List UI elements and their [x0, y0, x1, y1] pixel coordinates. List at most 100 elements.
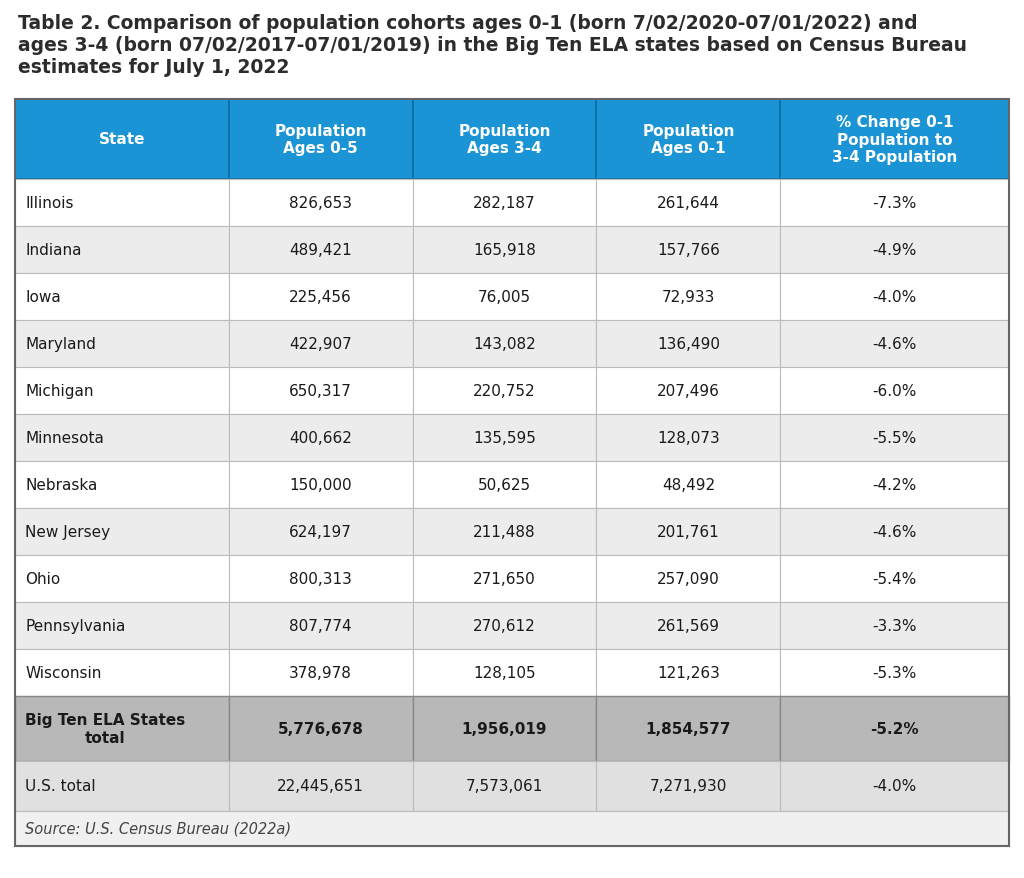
Text: -3.3%: -3.3%	[872, 618, 916, 633]
Text: 7,271,930: 7,271,930	[650, 779, 727, 794]
Text: -4.2%: -4.2%	[872, 478, 916, 493]
Bar	[413, 368, 597, 414]
Bar	[413, 602, 597, 649]
Text: -4.9%: -4.9%	[872, 242, 916, 258]
Text: Indiana: Indiana	[25, 242, 82, 258]
Text: -5.3%: -5.3%	[872, 666, 916, 680]
Text: 121,263: 121,263	[657, 666, 720, 680]
Text: -5.4%: -5.4%	[872, 572, 916, 587]
Text: 807,774: 807,774	[290, 618, 352, 633]
Bar	[228, 180, 413, 227]
Bar	[597, 761, 780, 811]
Text: Big Ten ELA States
total: Big Ten ELA States total	[25, 712, 185, 745]
Bar	[413, 508, 597, 556]
Bar	[413, 320, 597, 368]
Text: 5,776,678: 5,776,678	[278, 721, 364, 736]
Bar	[597, 462, 780, 508]
Bar	[228, 508, 413, 556]
Bar	[413, 556, 597, 602]
Bar	[228, 274, 413, 320]
Bar	[597, 320, 780, 368]
Text: Ohio: Ohio	[25, 572, 60, 587]
Text: 270,612: 270,612	[473, 618, 536, 633]
Text: 826,653: 826,653	[289, 196, 352, 211]
Bar	[228, 761, 413, 811]
Bar	[228, 556, 413, 602]
Bar	[780, 274, 1009, 320]
Text: -4.0%: -4.0%	[872, 779, 916, 794]
Text: Table 2. Comparison of population cohorts ages 0-1 (born 7/02/2020-07/01/2022) a: Table 2. Comparison of population cohort…	[18, 14, 918, 33]
Text: 261,644: 261,644	[657, 196, 720, 211]
Text: 128,105: 128,105	[473, 666, 536, 680]
Bar	[15, 649, 228, 696]
Text: % Change 0-1
Population to
3-4 Population: % Change 0-1 Population to 3-4 Populatio…	[833, 115, 957, 165]
Text: 150,000: 150,000	[290, 478, 352, 493]
Text: Population
Ages 0-1: Population Ages 0-1	[642, 124, 734, 156]
Text: 157,766: 157,766	[657, 242, 720, 258]
Text: Illinois: Illinois	[25, 196, 74, 211]
Text: Michigan: Michigan	[25, 384, 93, 399]
Text: Nebraska: Nebraska	[25, 478, 97, 493]
Text: -4.0%: -4.0%	[872, 290, 916, 305]
Text: 220,752: 220,752	[473, 384, 536, 399]
Text: 7,573,061: 7,573,061	[466, 779, 544, 794]
Text: 165,918: 165,918	[473, 242, 536, 258]
Bar	[597, 696, 780, 761]
Text: 257,090: 257,090	[657, 572, 720, 587]
Text: 48,492: 48,492	[662, 478, 715, 493]
Bar	[597, 274, 780, 320]
Text: -6.0%: -6.0%	[872, 384, 916, 399]
Text: 76,005: 76,005	[478, 290, 531, 305]
Bar	[15, 414, 228, 462]
Bar	[15, 100, 1009, 846]
Text: 201,761: 201,761	[657, 524, 720, 539]
Text: 22,445,651: 22,445,651	[278, 779, 365, 794]
Text: 624,197: 624,197	[289, 524, 352, 539]
Text: 271,650: 271,650	[473, 572, 536, 587]
Text: -5.5%: -5.5%	[872, 430, 916, 445]
Text: 650,317: 650,317	[289, 384, 352, 399]
Bar	[597, 508, 780, 556]
Bar	[413, 696, 597, 761]
Text: 72,933: 72,933	[662, 290, 715, 305]
Bar	[15, 602, 228, 649]
Text: -4.6%: -4.6%	[872, 524, 916, 539]
Bar	[228, 462, 413, 508]
Text: Population
Ages 3-4: Population Ages 3-4	[459, 124, 551, 156]
Text: Maryland: Maryland	[25, 336, 96, 351]
Bar	[780, 320, 1009, 368]
Bar	[228, 320, 413, 368]
Bar	[228, 649, 413, 696]
Bar	[780, 462, 1009, 508]
Bar	[228, 696, 413, 761]
Text: U.S. total: U.S. total	[25, 779, 95, 794]
Text: -4.6%: -4.6%	[872, 336, 916, 351]
Bar	[780, 696, 1009, 761]
Bar	[228, 368, 413, 414]
Text: -7.3%: -7.3%	[872, 196, 916, 211]
Bar	[597, 602, 780, 649]
Bar	[780, 508, 1009, 556]
Bar	[15, 100, 228, 180]
Bar	[780, 556, 1009, 602]
Text: 800,313: 800,313	[289, 572, 352, 587]
Text: 207,496: 207,496	[657, 384, 720, 399]
Bar	[413, 227, 597, 274]
Text: 1,956,019: 1,956,019	[462, 721, 547, 736]
Text: Population
Ages 0-5: Population Ages 0-5	[274, 124, 367, 156]
Bar	[780, 100, 1009, 180]
Text: Wisconsin: Wisconsin	[25, 666, 101, 680]
Bar	[597, 368, 780, 414]
Bar	[780, 602, 1009, 649]
Bar	[15, 462, 228, 508]
Bar	[597, 180, 780, 227]
Text: Pennsylvania: Pennsylvania	[25, 618, 125, 633]
Text: 489,421: 489,421	[290, 242, 352, 258]
Text: ages 3-4 (born 07/02/2017-07/01/2019) in the Big Ten ELA states based on Census : ages 3-4 (born 07/02/2017-07/01/2019) in…	[18, 36, 967, 55]
Text: 378,978: 378,978	[289, 666, 352, 680]
Text: 282,187: 282,187	[473, 196, 536, 211]
Text: estimates for July 1, 2022: estimates for July 1, 2022	[18, 58, 290, 77]
Bar	[597, 649, 780, 696]
Text: 261,569: 261,569	[657, 618, 720, 633]
Text: 225,456: 225,456	[290, 290, 352, 305]
